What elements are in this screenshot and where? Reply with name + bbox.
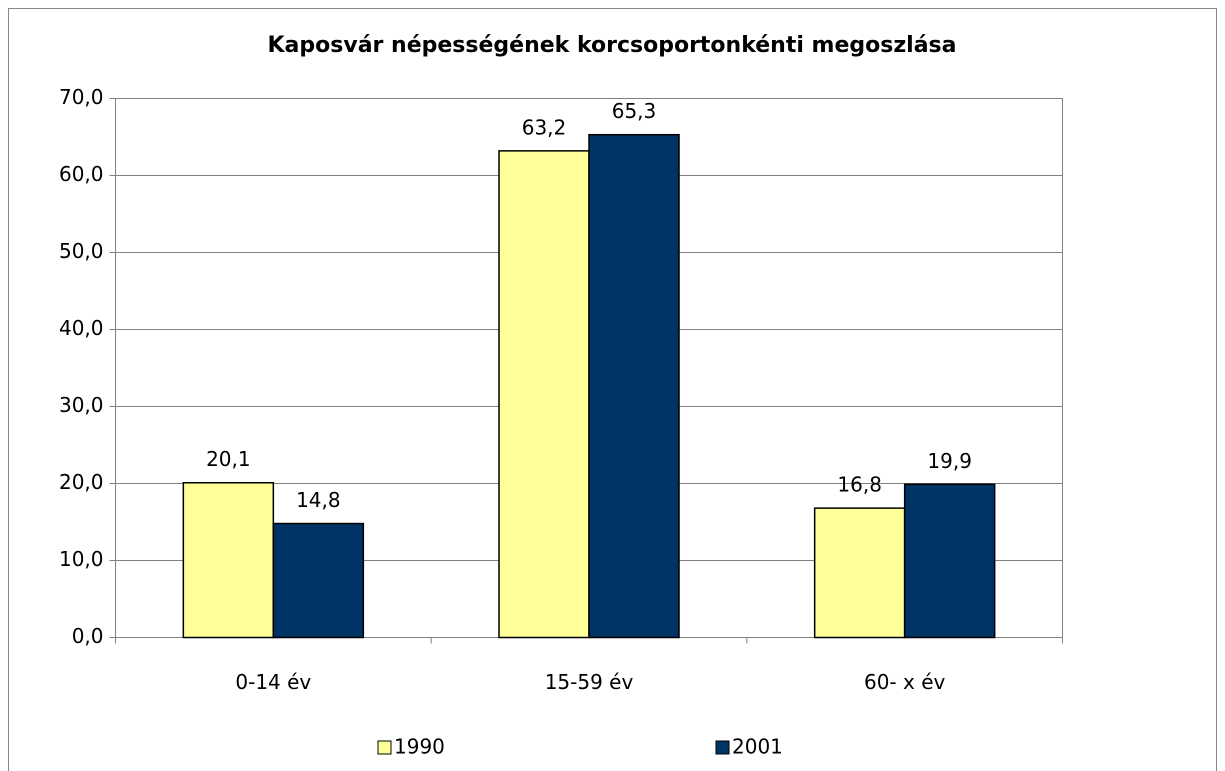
legend-label: 2001: [732, 735, 783, 759]
bar: [498, 150, 590, 639]
bar: [588, 133, 680, 639]
value-label: 19,9: [927, 449, 972, 473]
value-label: 16,8: [837, 473, 882, 497]
legend-swatch: [377, 740, 392, 755]
y-tick-label: 40,0: [59, 316, 104, 340]
x-tick-label: 15-59 év: [545, 670, 634, 694]
y-tick-label: 10,0: [59, 547, 104, 571]
x-tick-label: 0-14 év: [235, 670, 311, 694]
y-tick-label: 60,0: [59, 162, 104, 186]
chart-title: Kaposvár népességének korcsoportonkénti …: [268, 33, 957, 58]
x-tick-label: 60- x év: [864, 670, 946, 694]
value-label: 20,1: [206, 447, 251, 471]
y-tick-label: 30,0: [59, 393, 104, 417]
bar: [182, 481, 275, 639]
bar: [272, 522, 365, 639]
y-tick-label: 50,0: [59, 239, 104, 263]
legend-swatch: [715, 740, 730, 755]
y-tick-label: 20,0: [59, 470, 104, 494]
legend-label: 1990: [394, 735, 445, 759]
y-tick-label: 0,0: [72, 624, 104, 648]
value-label: 63,2: [522, 115, 567, 139]
bar: [813, 507, 906, 639]
bar: [903, 483, 996, 639]
value-label: 14,8: [296, 488, 341, 512]
y-tick-label: 70,0: [59, 85, 104, 109]
value-label: 65,3: [612, 99, 657, 123]
